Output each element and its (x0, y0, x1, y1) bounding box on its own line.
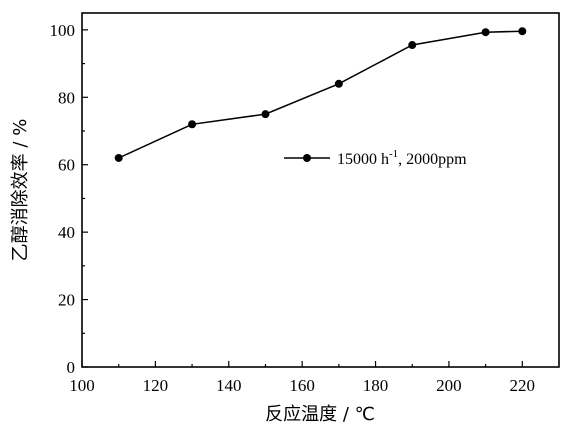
y-axis-ticks: 0 20 40 60 80 100 (50, 21, 88, 377)
legend-label-main: 15000 h (337, 151, 389, 168)
data-point (261, 110, 270, 119)
legend-label: 15000 h-1, 2000ppm (337, 148, 467, 168)
data-point (114, 153, 123, 162)
data-point (408, 41, 417, 50)
x-axis-ticks: 100 120 140 160 180 200 220 (69, 361, 535, 395)
data-point (334, 79, 343, 88)
x-tick-label: 220 (510, 376, 536, 395)
y-tick-label: 20 (58, 291, 75, 310)
y-tick-label: 0 (67, 358, 76, 377)
y-tick-label: 40 (58, 223, 75, 242)
legend: 15000 h-1, 2000ppm (284, 148, 467, 168)
x-tick-label: 160 (289, 376, 315, 395)
series-line (118, 30, 523, 159)
x-tick-label: 180 (363, 376, 389, 395)
data-point (481, 28, 490, 37)
legend-label-rest: , 2000ppm (398, 151, 467, 168)
plot-frame (81, 12, 560, 368)
y-tick-label: 80 (58, 88, 75, 107)
data-point (518, 27, 527, 36)
series-layer (114, 27, 527, 162)
data-point (188, 120, 197, 129)
y-tick-label: 100 (50, 21, 76, 40)
y-tick-label: 60 (58, 156, 75, 175)
x-tick-label: 200 (436, 376, 462, 395)
legend-label-sup: -1 (389, 148, 398, 160)
y-axis-title: 乙醇消除效率 / % (10, 119, 31, 262)
x-axis-title: 反应温度 / ℃ (265, 404, 375, 425)
x-tick-label: 100 (69, 376, 95, 395)
legend-marker (303, 154, 311, 162)
x-tick-label: 140 (216, 376, 242, 395)
x-tick-label: 120 (143, 376, 169, 395)
